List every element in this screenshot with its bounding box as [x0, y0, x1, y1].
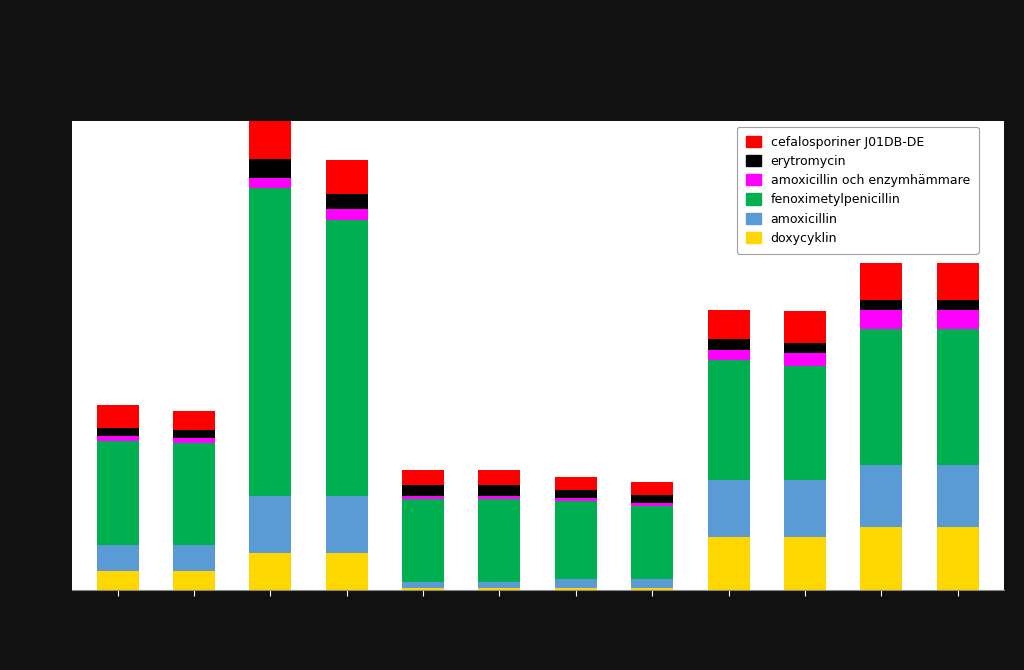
Bar — [937, 527, 979, 590]
Bar — [96, 436, 138, 441]
Bar — [326, 496, 368, 553]
Bar — [326, 194, 368, 209]
Bar — [860, 263, 902, 300]
Bar — [249, 496, 291, 553]
Bar — [96, 428, 138, 436]
Bar — [173, 438, 215, 443]
Bar — [326, 553, 368, 590]
Bar — [326, 220, 368, 496]
Bar — [249, 188, 291, 496]
Bar — [249, 113, 291, 159]
Bar — [937, 300, 979, 310]
Bar — [860, 300, 902, 310]
Bar — [937, 263, 979, 300]
Bar — [173, 571, 215, 590]
Bar — [631, 507, 673, 579]
Bar — [784, 312, 826, 342]
Bar — [631, 494, 673, 503]
Bar — [708, 360, 750, 480]
Bar — [631, 482, 673, 494]
Bar — [555, 498, 597, 501]
Bar — [96, 545, 138, 571]
Bar — [860, 464, 902, 527]
Bar — [326, 160, 368, 194]
Bar — [249, 159, 291, 178]
Bar — [937, 464, 979, 527]
Bar — [555, 501, 597, 579]
Bar — [937, 329, 979, 464]
Bar — [555, 579, 597, 588]
Bar — [708, 340, 750, 350]
Bar — [784, 480, 826, 537]
Bar — [96, 405, 138, 428]
Bar — [708, 310, 750, 340]
Bar — [249, 178, 291, 188]
Bar — [96, 571, 138, 590]
Bar — [555, 477, 597, 490]
Bar — [478, 470, 520, 485]
Bar — [708, 350, 750, 360]
Legend: cefalosporiner J01DB-DE, erytromycin, amoxicillin och enzymhämmare, fenoximetylp: cefalosporiner J01DB-DE, erytromycin, am… — [737, 127, 979, 254]
Bar — [708, 537, 750, 590]
Bar — [631, 588, 673, 590]
Bar — [631, 503, 673, 507]
Bar — [249, 553, 291, 590]
Bar — [478, 588, 520, 590]
Bar — [784, 342, 826, 353]
Bar — [784, 537, 826, 590]
Bar — [784, 366, 826, 480]
Bar — [478, 499, 520, 582]
Bar — [631, 579, 673, 588]
Bar — [326, 209, 368, 220]
Bar — [402, 496, 444, 499]
Bar — [402, 499, 444, 582]
Bar — [173, 443, 215, 545]
Bar — [555, 490, 597, 498]
Bar — [478, 582, 520, 588]
Bar — [96, 441, 138, 545]
Bar — [937, 310, 979, 329]
Bar — [173, 545, 215, 571]
Bar — [402, 588, 444, 590]
Bar — [708, 480, 750, 537]
Bar — [860, 310, 902, 329]
Bar — [402, 485, 444, 496]
Bar — [478, 485, 520, 496]
Bar — [860, 527, 902, 590]
Bar — [173, 430, 215, 438]
Bar — [555, 588, 597, 590]
Bar — [402, 582, 444, 588]
Bar — [173, 411, 215, 430]
Bar — [784, 353, 826, 366]
Bar — [860, 329, 902, 464]
Bar — [478, 496, 520, 499]
Bar — [402, 470, 444, 485]
